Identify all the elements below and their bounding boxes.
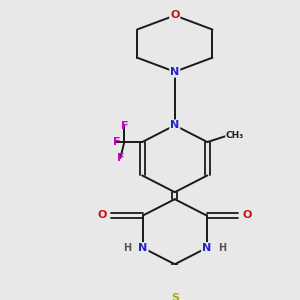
Text: N: N [202, 243, 211, 253]
Text: F: F [117, 153, 124, 163]
Text: N: N [170, 67, 179, 77]
Text: H: H [218, 243, 226, 253]
Text: S: S [171, 292, 179, 300]
Text: H: H [123, 243, 131, 253]
Text: O: O [170, 11, 179, 20]
Text: N: N [138, 243, 148, 253]
Text: O: O [242, 211, 252, 220]
Text: N: N [170, 120, 179, 130]
Text: F: F [121, 121, 128, 131]
Text: O: O [98, 211, 107, 220]
Text: CH₃: CH₃ [226, 130, 244, 140]
Text: F: F [113, 137, 120, 147]
